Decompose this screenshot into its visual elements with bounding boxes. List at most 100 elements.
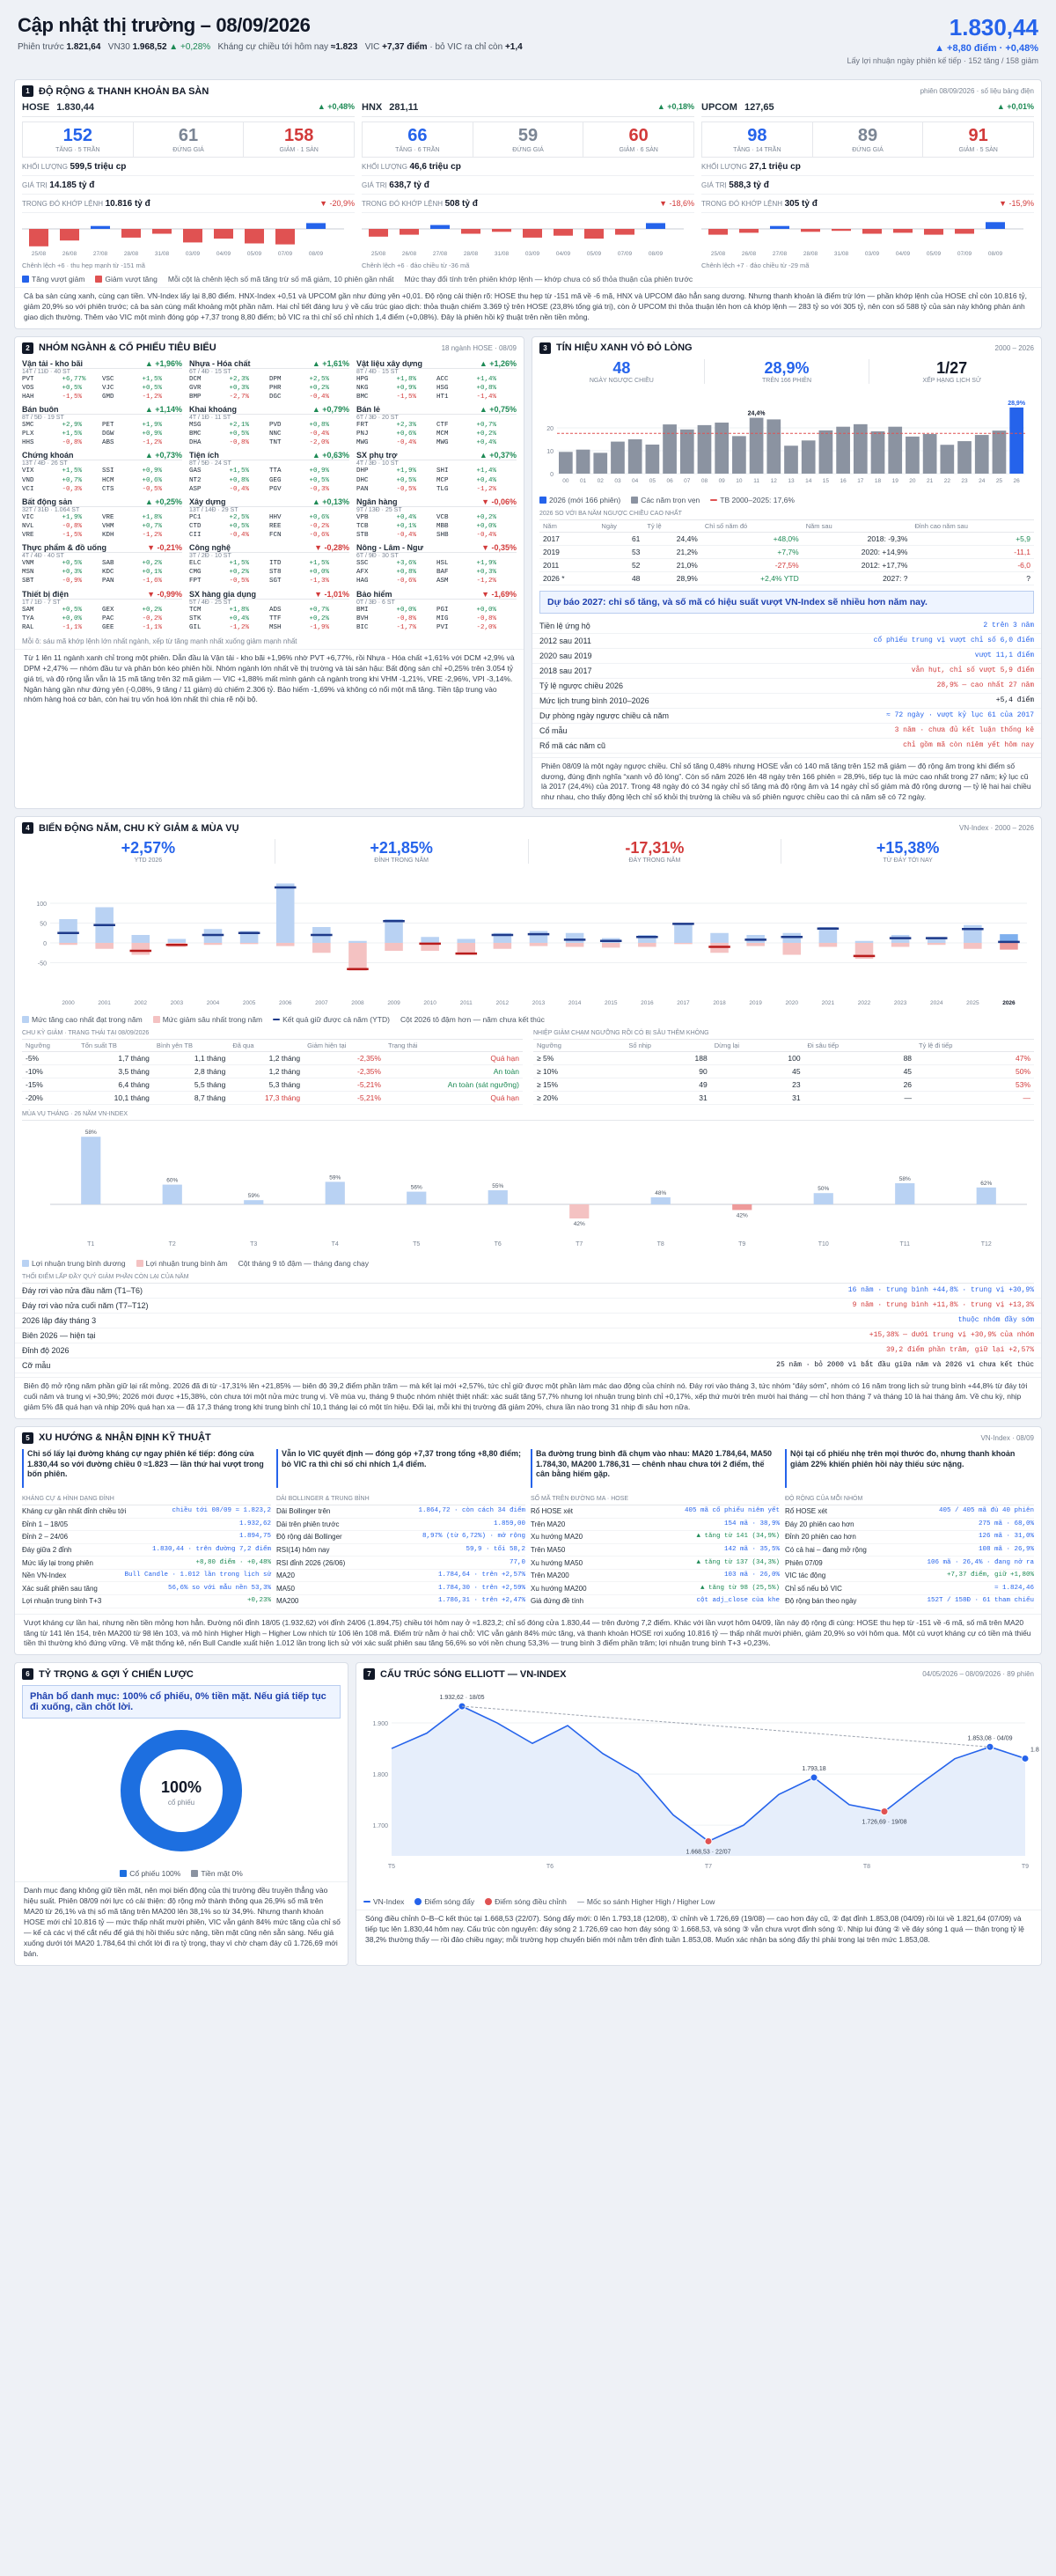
detail-value: +15,38% — dưới trung vị +30,9% của nhóm xyxy=(869,1331,1034,1340)
technical-key: RSI(14) hôm nay xyxy=(276,1545,330,1554)
detail-key: 2026 lập đáy tháng 3 xyxy=(22,1316,97,1326)
market-header: HOSE 1.830,44 ▲ +0,48% xyxy=(22,102,355,117)
x-tick: 2018 xyxy=(713,1000,726,1006)
market-match: TRONG ĐÓ KHỚP LỆNH 305 tỷ đ xyxy=(701,199,818,209)
legend-item: Lợi nhuận trung bình âm xyxy=(136,1259,228,1268)
sector-detail: 13T / 14Đ · 29 ST xyxy=(189,506,238,513)
stock-ticker: GMD xyxy=(102,393,114,401)
detail-value: 16 năm · trung bình +44,8% · trung vị +3… xyxy=(847,1286,1034,1295)
breadth-diff-bar xyxy=(862,229,882,234)
breadth-diff-chart: 25/08 26/08 27/08 28/08 31/08 03/09 04/09 05/09… xyxy=(362,223,684,257)
legend-label: Các năm trọn vẹn xyxy=(641,495,700,504)
max-gain-bar xyxy=(674,923,693,944)
stock-ticker: SSC xyxy=(356,560,369,568)
month-prob-label: 48% xyxy=(655,1190,666,1196)
divergence-bar xyxy=(627,438,642,474)
table-row: ≥ 20% 31 31— — xyxy=(533,1091,1034,1106)
market-match-key: TRONG ĐÓ KHỚP LỆNH xyxy=(701,200,783,208)
x-tick: 11 xyxy=(753,478,759,484)
x-tick: 25 xyxy=(996,478,1003,484)
table-cell: 5,3 tháng xyxy=(229,1078,304,1093)
detail-key: Đáy rơi vào nửa cuối năm (T7–T12) xyxy=(22,1301,149,1311)
date-tick: 08/09 xyxy=(649,251,664,257)
stock-change: -0,4% xyxy=(229,485,250,493)
stock-change: +1,5% xyxy=(62,467,83,475)
breadth-dn: 91 GIẢM · 5 SÀN xyxy=(923,122,1033,157)
max-loss-bar xyxy=(891,943,910,947)
x-tick: 13 xyxy=(788,478,795,484)
stock-ticker: VND xyxy=(22,476,34,484)
market-match-key: TRONG ĐÓ KHỚP LỆNH xyxy=(22,200,104,208)
breadth-eq-count: 59 xyxy=(517,126,539,145)
market-pct: ▲ +0,18% xyxy=(656,102,694,111)
sector-detail: 1T / 1Đ · 7 ST xyxy=(22,599,61,606)
breadth-diff-chart: 25/08 26/08 27/08 28/08 31/08 03/09 04/09 05/09… xyxy=(701,222,1023,257)
table-row: 2019 53 21,2% +7,7% 2020: +14,9% -11,1 xyxy=(539,545,1034,559)
stock-change: -1,6% xyxy=(142,578,163,585)
stock-change: +1,8% xyxy=(229,606,250,614)
stock-change: +0,2% xyxy=(309,615,330,622)
sector-stocks: VNM +0,5% SAB +0,2% MSN +0,3% KDC +0,1% SBT -0,9%… xyxy=(22,559,182,585)
stock-change: +0,1% xyxy=(396,522,417,530)
breadth-diff-bar xyxy=(739,229,759,233)
table-cell: 53 xyxy=(598,545,644,559)
divergence-bar xyxy=(888,426,903,474)
column-header: Tổn suất TB xyxy=(77,1040,153,1053)
stock-change: +2,3% xyxy=(396,422,417,430)
market-vol-key: KHỐI LƯỢNG xyxy=(362,163,407,171)
stock-ticker: BIC xyxy=(356,623,369,631)
technical-value: 405 mã cổ phiếu niêm yết xyxy=(684,1507,780,1515)
table-cell: 88 xyxy=(803,1051,916,1066)
table-row: 2011 52 21,0% -27,5% 2012: +17,7% -6,0 xyxy=(539,558,1034,572)
max-loss-bar xyxy=(239,943,259,945)
divergence-bar xyxy=(801,439,816,474)
sector-stocks: FRT +2,3% CTF +0,7% PNJ +0,6% MCM +0,2% MWG -0,4%… xyxy=(356,421,517,447)
technical-value: 59,9 · tối 58,2 xyxy=(466,1545,525,1553)
max-gain-bar xyxy=(818,927,838,944)
max-gain-bar xyxy=(348,940,367,944)
detail-line: Tiền lệ ứng hộ 2 trên 3 năm xyxy=(532,619,1041,634)
stock-change: -0,6% xyxy=(396,578,417,585)
stock-change: -0,6% xyxy=(309,532,330,540)
allocation-legend: Cổ phiếu 100% Tiền mặt 0% xyxy=(15,1866,348,1881)
stock-change: +0,0% xyxy=(62,615,83,622)
technical-row: Rổ HOSE xét 405 mã cổ phiếu niêm yết xyxy=(531,1505,780,1519)
technical-row: Xu hướng MA50 ▲ tăng từ 137 (34,3%) xyxy=(531,1557,780,1570)
divergence-bar xyxy=(957,440,972,474)
stock-ticker: MCM xyxy=(436,431,449,438)
sector-header: Khai khoáng ▲ +0,79% xyxy=(189,405,349,416)
sector-stocks: PC1 +2,5% HHV +0,6% CTD +0,5% REE -0,2% CII -0,4%… xyxy=(189,513,349,540)
technical-key: Kháng cự gần nhất đỉnh chiều tới xyxy=(22,1507,127,1516)
stock-change: +0,3% xyxy=(62,569,83,577)
stock-ticker: TTF xyxy=(269,615,282,622)
x-tick: 2007 xyxy=(315,1000,328,1006)
breadth-diff-bar xyxy=(832,229,851,232)
breadth-up-count: 98 xyxy=(747,126,767,145)
breadth-counts: 66 TĂNG · 6 TRẦN 59 ĐỨNG GIÁ 60 GIẢM · 6 SÀN xyxy=(362,121,694,158)
stock-ticker: VIX xyxy=(22,467,34,475)
stock-ticker: GEG xyxy=(269,476,282,484)
max-loss-bar xyxy=(275,943,295,946)
table-cell: ? xyxy=(911,571,1034,585)
sector-detail: 6T / 3Đ · 20 ST xyxy=(356,415,399,422)
seasonality-chart: 58% T1 60% T2 59% T3 59% T4 56% T5 55% T6 42% T7 48% T8… xyxy=(50,1130,1027,1248)
x-tick: 01 xyxy=(580,478,587,484)
sector-header: Nhựa - Hóa chất ▲ +1,61% xyxy=(189,359,349,369)
stock-change: -0,4% xyxy=(309,393,330,401)
market-vol: KHỐI LƯỢNG 46,6 triệu cp xyxy=(362,162,461,172)
month-prob-label: 59% xyxy=(329,1175,341,1181)
report-header: Cập nhật thị trường – 08/09/2026 Phiên t… xyxy=(14,5,1042,72)
table-cell: 8,7 tháng xyxy=(152,1091,230,1106)
kpi: 1/27 XẾP HẠNG LỊCH SỬ xyxy=(869,359,1034,384)
stock-change: +0,2% xyxy=(476,513,497,521)
date-tick: 28/08 xyxy=(464,251,479,257)
wave-point-label: 1.932,62 · 18/05 xyxy=(440,1695,485,1701)
annual-kpis: +2,57% YTD 2026 +21,85% ĐỈNH TRONG NĂM -17,3… xyxy=(15,834,1041,865)
detail-key: 2018 sau 2017 xyxy=(539,666,592,675)
x-tick: 2026 xyxy=(1002,1000,1016,1006)
stock-ticker: SBT xyxy=(22,578,34,585)
breadth-up-label: TĂNG · 5 TRẦN xyxy=(55,147,100,153)
detail-value: thuộc nhóm đầy sớm xyxy=(957,1316,1034,1325)
detail-value: vẫn hụt, chỉ số vượt 5,9 điểm xyxy=(911,666,1034,674)
table-cell: 50% xyxy=(915,1064,1034,1079)
